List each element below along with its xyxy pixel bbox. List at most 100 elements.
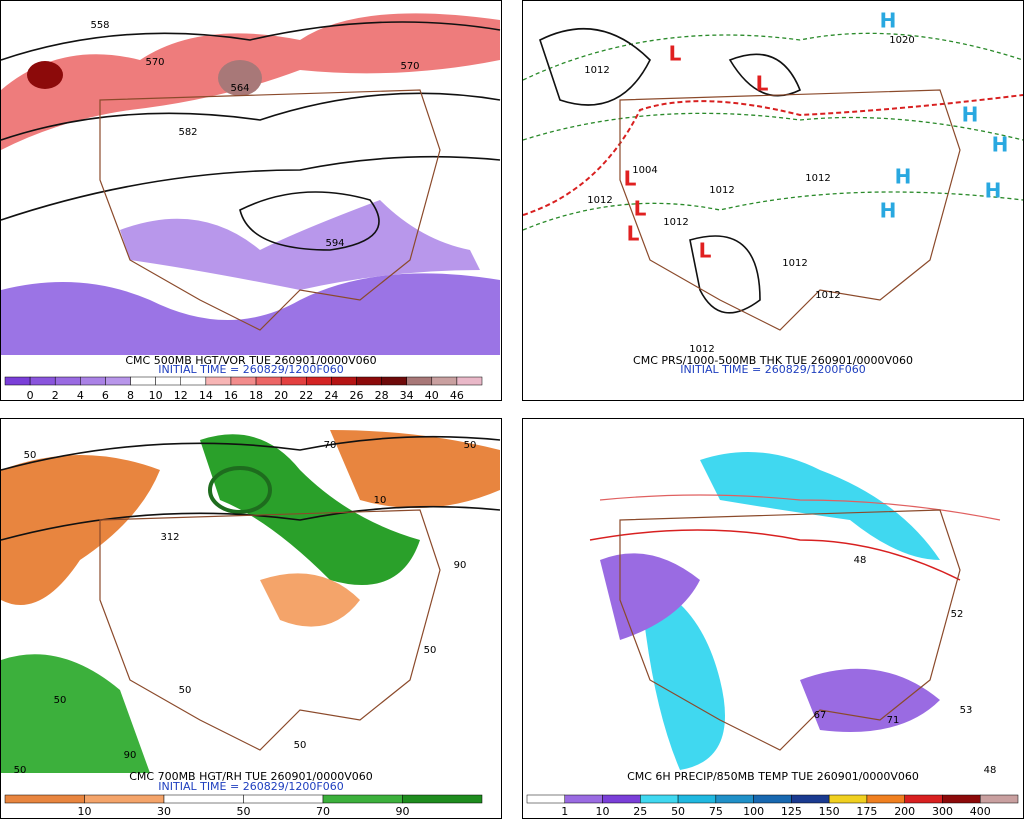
colorbar-label: 300 <box>932 805 953 818</box>
colorbar-swatch <box>4 794 85 804</box>
caption: CMC 500MB HGT/VOR TUE 260901/0000V060 <box>125 354 376 367</box>
colorbar-swatch <box>163 794 244 804</box>
colorbar-label: 200 <box>894 805 915 818</box>
map-label: L <box>634 197 647 221</box>
map-label: H <box>985 179 1002 203</box>
map-label: 50 <box>14 765 27 776</box>
map-label: 52 <box>951 609 964 620</box>
map-label: 1012 <box>782 258 807 269</box>
colorbar-label: 18 <box>249 389 263 402</box>
colorbar-swatch <box>791 794 830 804</box>
caption: CMC PRS/1000-500MB THK TUE 260901/0000V0… <box>633 354 913 367</box>
colorbar-label: 100 <box>743 805 764 818</box>
colorbar-swatch <box>866 794 905 804</box>
colorbar-label: 24 <box>324 389 338 402</box>
colorbar-label: 28 <box>375 389 389 402</box>
colorbar-label: 0 <box>27 389 34 402</box>
map-label: 10 <box>374 495 387 506</box>
map-label: 570 <box>145 57 164 68</box>
colorbar-swatch <box>456 376 483 386</box>
colorbar-label: 175 <box>856 805 877 818</box>
map-label: 1012 <box>689 344 714 355</box>
colorbar-swatch <box>715 794 754 804</box>
initial-time: INITIAL TIME = 260829/1200F060 <box>680 363 865 376</box>
colorbar-label: 22 <box>299 389 313 402</box>
panel-4-map <box>523 431 1018 773</box>
map-label: 558 <box>90 20 109 31</box>
map-label: 48 <box>854 555 867 566</box>
map-label: L <box>669 42 682 66</box>
colorbar-label: 70 <box>316 805 330 818</box>
map-label: 50 <box>179 685 192 696</box>
colorbar-swatch <box>526 794 566 804</box>
map-label: L <box>624 167 637 191</box>
colorbar-swatch <box>243 794 324 804</box>
colorbar-label: 125 <box>781 805 802 818</box>
map-label: 50 <box>54 695 67 706</box>
map-label: 70 <box>324 440 337 451</box>
colorbar-swatch <box>942 794 981 804</box>
map-label: L <box>756 72 769 96</box>
map-label: 50 <box>424 645 437 656</box>
map-label: 48 <box>984 765 997 776</box>
colorbar-label: 2 <box>52 389 59 402</box>
colorbar-label: 50 <box>671 805 685 818</box>
map-label: 582 <box>178 127 197 138</box>
colorbar-swatch <box>431 376 458 386</box>
colorbar-swatch <box>402 794 483 804</box>
initial-time: INITIAL TIME = 260829/1200F060 <box>158 363 343 376</box>
colorbar-swatch <box>828 794 868 804</box>
colorbar-swatch <box>564 794 603 804</box>
colorbar-swatch <box>4 376 31 386</box>
panel-3-map <box>0 419 501 773</box>
colorbar-label: 150 <box>819 805 840 818</box>
colorbar-swatch <box>640 794 679 804</box>
caption: CMC 6H PRECIP/850MB TEMP TUE 260901/0000… <box>627 770 919 783</box>
map-label: 1012 <box>584 65 609 76</box>
colorbar-label: 30 <box>157 805 171 818</box>
panel-1-map <box>0 1 501 355</box>
colorbar-swatch <box>322 794 403 804</box>
colorbar-label: 14 <box>199 389 213 402</box>
initial-time: INITIAL TIME = 260829/1200F060 <box>158 780 343 793</box>
caption: CMC 700MB HGT/RH TUE 260901/0000V060 <box>129 770 373 783</box>
map-label: L <box>699 239 712 263</box>
colorbar-swatch <box>130 376 156 386</box>
colorbar-label: 6 <box>102 389 109 402</box>
map-label: 50 <box>24 450 37 461</box>
colorbar-swatch <box>306 376 332 386</box>
map-label: 50 <box>294 740 307 751</box>
map-label: H <box>880 199 897 223</box>
colorbar-label: 26 <box>349 389 363 402</box>
colorbar-label: 12 <box>174 389 188 402</box>
colorbar-swatch <box>205 376 232 386</box>
colorbar-swatch <box>29 376 56 386</box>
map-label: 564 <box>230 83 249 94</box>
map-label: 1012 <box>709 185 734 196</box>
map-label: H <box>895 165 912 189</box>
colorbar-swatch <box>54 376 81 386</box>
colorbar-label: 16 <box>224 389 238 402</box>
colorbar-label: 25 <box>633 805 647 818</box>
colorbar-swatch <box>230 376 257 386</box>
map-label: 71 <box>887 715 900 726</box>
colorbar-label: 400 <box>970 805 991 818</box>
map-label: 570 <box>400 61 419 72</box>
map-label: 90 <box>454 560 467 571</box>
colorbar-label: 34 <box>400 389 414 402</box>
map-label: 594 <box>325 238 344 249</box>
map-label: H <box>992 133 1009 157</box>
colorbar-swatch <box>84 794 165 804</box>
colorbar-swatch <box>602 794 641 804</box>
colorbar-swatch <box>155 376 181 386</box>
colorbar-label: 50 <box>237 805 251 818</box>
colorbar-label: 1 <box>561 805 568 818</box>
map-label: 90 <box>124 750 137 761</box>
map-label: 1020 <box>889 35 914 46</box>
map-label: 1012 <box>815 290 840 301</box>
map-label: H <box>880 9 897 33</box>
colorbar-swatch <box>255 376 282 386</box>
colorbar-label: 10 <box>78 805 92 818</box>
map-label: 67 <box>814 710 827 721</box>
